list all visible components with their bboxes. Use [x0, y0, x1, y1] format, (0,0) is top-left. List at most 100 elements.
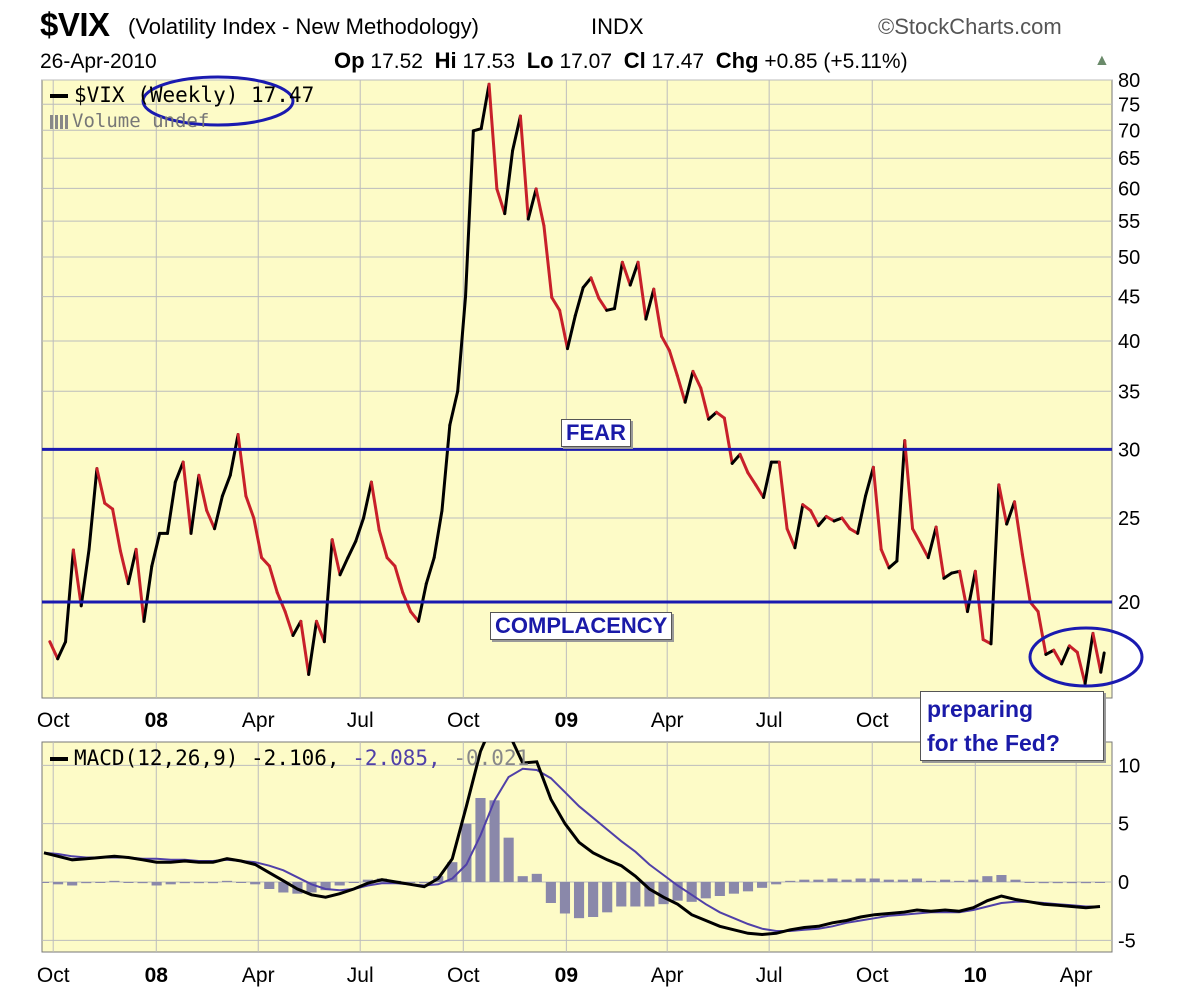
histogram-bar: [616, 882, 627, 907]
price-segment: [267, 564, 279, 595]
histogram-bar: [925, 880, 937, 882]
price-segment: [565, 314, 577, 351]
price-segment: [291, 619, 303, 637]
price-segment: [550, 295, 562, 312]
price-segment: [1091, 631, 1103, 674]
price-segment: [1099, 651, 1106, 674]
price-segment: [126, 547, 138, 586]
price-segment: [354, 516, 366, 543]
histogram-bar: [771, 882, 782, 885]
macd-x-tick-label: Apr: [651, 964, 684, 987]
price-segment: [1013, 500, 1024, 556]
up-arrow-icon: ▲: [1094, 52, 1110, 69]
histogram-bar: [841, 879, 852, 882]
high-label: Hi: [434, 48, 457, 73]
price-segment: [683, 369, 695, 404]
y-tick-label: 65: [1118, 148, 1140, 170]
price-segment: [283, 610, 295, 637]
price-segment: [652, 287, 664, 338]
fed-annotation: preparing for the Fed?: [920, 691, 1104, 761]
histogram-bar: [348, 882, 359, 883]
price-segment: [707, 410, 718, 421]
price-segment: [534, 187, 546, 228]
weekly-highlight-ellipse: [141, 75, 295, 127]
price-segment: [48, 640, 60, 661]
price-segment: [518, 114, 530, 221]
histogram-bar: [531, 873, 542, 882]
macd-plot-area: [41, 741, 1113, 953]
y-tick-label: 80: [1118, 70, 1140, 92]
volume-legend: Volume undef: [50, 110, 209, 132]
histogram-bar: [545, 882, 556, 903]
macd-x-tick-label: Oct: [856, 964, 889, 987]
histogram-bar: [883, 879, 894, 882]
volume-legend-text: Volume undef: [72, 110, 210, 132]
macd-x-tick-label: 09: [555, 964, 578, 987]
price-segment: [409, 610, 420, 623]
histogram-bar: [405, 882, 416, 883]
price-segment: [542, 224, 554, 299]
low-label: Lo: [526, 48, 554, 73]
price-segment: [71, 548, 83, 608]
price-segment: [511, 114, 522, 153]
price-segment: [424, 556, 436, 586]
price-segment: [338, 556, 350, 577]
histogram-bar: [911, 878, 923, 882]
histogram-bar: [1066, 882, 1077, 884]
histogram-bar: [1052, 882, 1063, 884]
price-segment: [777, 460, 789, 531]
price-segment: [448, 389, 460, 427]
histogram-bar: [757, 882, 768, 888]
macd-legend: MACD(12,26,9) -2.106, -2.085, -0.021: [50, 746, 529, 770]
price-segment: [79, 547, 91, 608]
price-segment: [1067, 644, 1079, 654]
price-segment: [173, 460, 185, 484]
x-tick-label: Apr: [651, 709, 684, 732]
series-swatch: [50, 94, 68, 98]
histogram-bar: [742, 882, 754, 892]
price-segment: [973, 569, 985, 642]
y-tick-label: 20: [1118, 592, 1140, 614]
fed-annotation-line1: preparing: [927, 696, 1034, 722]
y-tick-label: 35: [1118, 381, 1140, 403]
brand-watermark: ©StockCharts.com: [878, 14, 1062, 39]
change-label: Chg: [715, 48, 759, 73]
macd-y-tick-label: 5: [1118, 814, 1129, 836]
y-tick-label: 60: [1118, 178, 1140, 200]
price-segment: [754, 483, 766, 499]
price-segment: [918, 541, 930, 560]
macd-y-tick-label: 0: [1118, 872, 1129, 894]
x-tick-label: Jul: [347, 709, 374, 732]
price-segment: [213, 494, 224, 531]
quote-date: 26-Apr-2010: [40, 50, 157, 73]
price-segment: [236, 433, 248, 498]
macd-x-tick-label: Oct: [447, 964, 480, 987]
price-segment: [989, 483, 1001, 646]
close-value: 17.47: [651, 50, 705, 73]
price-segment: [464, 129, 475, 299]
price-segment: [56, 640, 68, 661]
histogram-bar: [221, 880, 233, 882]
macd-x-tick-label: 08: [145, 964, 169, 987]
price-segment: [895, 439, 907, 563]
x-tick-label: Oct: [37, 709, 70, 732]
macd-x-tick-label: Jul: [756, 964, 783, 987]
price-segment: [377, 528, 389, 560]
high-value: 17.53: [462, 50, 516, 73]
histogram-bar: [151, 882, 162, 886]
price-segment: [942, 571, 954, 580]
price-segment: [589, 276, 601, 300]
open-value: 17.52: [370, 50, 423, 73]
macd-line: [43, 742, 1101, 937]
histogram-bar: [1094, 882, 1106, 883]
macd-x-tick-label: Apr: [242, 964, 275, 987]
y-tick-label: 70: [1118, 120, 1140, 142]
macd-y-tick-label: 10: [1118, 755, 1140, 777]
volume-bars-icon: [50, 114, 68, 129]
histogram-bar: [461, 823, 472, 882]
recent-lows-ellipse: [1028, 626, 1144, 688]
price-segment: [714, 410, 726, 420]
histogram-bar: [1038, 882, 1049, 884]
price-segment: [244, 494, 256, 520]
price-segment: [801, 503, 813, 513]
